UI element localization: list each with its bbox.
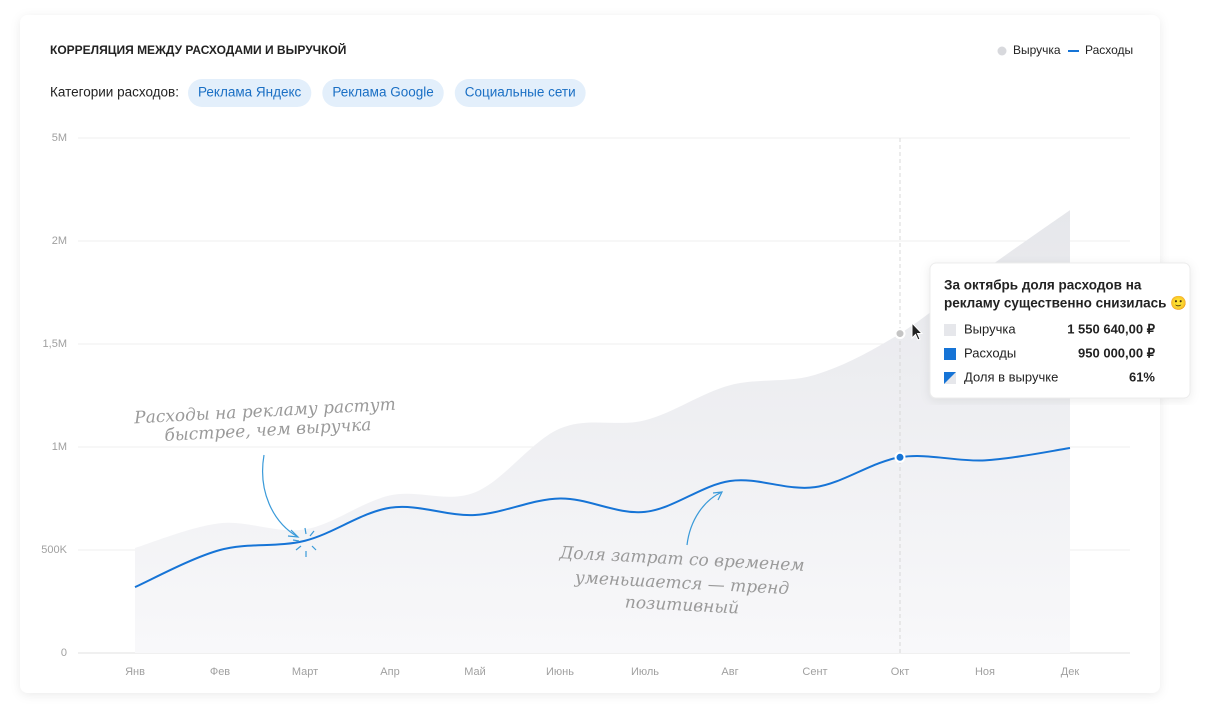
x-tick-label: Фев bbox=[210, 666, 230, 678]
x-tick-label: Март bbox=[292, 666, 318, 678]
y-tick-label: 500K bbox=[41, 544, 67, 556]
chip-bg bbox=[454, 79, 586, 107]
y-tick-label: 2M bbox=[52, 235, 67, 247]
tooltip-label: Выручка bbox=[964, 321, 1016, 336]
tooltip-value: 1 550 640,00 ₽ bbox=[1067, 321, 1156, 336]
tooltip-swatch bbox=[944, 372, 956, 384]
sparkle bbox=[292, 527, 317, 557]
chip-label: Социальные сети bbox=[465, 85, 576, 100]
filter-chip[interactable]: Социальные сети bbox=[454, 79, 586, 107]
tooltip-title: За октябрь доля расходов на bbox=[944, 278, 1142, 293]
tooltip: За октябрь доля расходов на рекламу сущес… bbox=[929, 262, 1191, 399]
annotation-arrow bbox=[686, 491, 723, 546]
tooltip-swatch bbox=[944, 348, 956, 360]
expenses-point bbox=[894, 451, 906, 463]
x-tick-label: Янв bbox=[125, 666, 145, 678]
tooltip-title: рекламу существенно снизилась 🙂 bbox=[944, 296, 1187, 311]
tooltip-value: 950 000,00 ₽ bbox=[1078, 345, 1156, 360]
x-tick-label: Окт bbox=[891, 666, 910, 678]
tooltip-value: 61% bbox=[1129, 369, 1155, 384]
chip-label: Реклама Яндекс bbox=[198, 85, 302, 100]
tooltip-label: Доля в выручке bbox=[964, 369, 1058, 384]
x-tick-label: Июнь bbox=[546, 666, 574, 678]
filter-chip[interactable]: Реклама Google bbox=[322, 79, 444, 107]
x-tick-label: Май bbox=[464, 666, 486, 678]
arrow-head bbox=[712, 491, 724, 501]
chart-title: КОРРЕЛЯЦИЯ МЕЖДУ РАСХОДАМИ И ВЫРУЧКОЙ bbox=[50, 42, 346, 57]
annotation-arrow bbox=[262, 454, 299, 538]
x-tick-label: Ноя bbox=[975, 666, 995, 678]
arrow-head bbox=[287, 529, 300, 538]
filter-chip[interactable]: Реклама Яндекс bbox=[188, 79, 312, 107]
legend-label: Расходы bbox=[1085, 43, 1133, 57]
x-tick-label: Авг bbox=[721, 666, 738, 678]
y-tick-label: 1M bbox=[52, 441, 67, 453]
y-tick-label: 1,5M bbox=[43, 338, 67, 350]
x-tick-label: Дек bbox=[1061, 666, 1080, 678]
expenses-line bbox=[134, 447, 1071, 588]
x-tick-label: Июль bbox=[631, 666, 659, 678]
y-tick-label: 5M bbox=[52, 132, 67, 144]
y-tick-label: 0 bbox=[61, 647, 67, 659]
plot: 0 500K 1M 1,5M 2M 5M Янв Фев Март Апр Май Июнь Июль А… bbox=[41, 132, 1130, 678]
tooltip-swatch bbox=[944, 324, 956, 336]
cursor bbox=[911, 321, 924, 341]
x-tick-label: Апр bbox=[380, 666, 399, 678]
revenue-point bbox=[894, 328, 906, 340]
legend-swatch bbox=[997, 46, 1007, 56]
tooltip-label: Расходы bbox=[964, 345, 1016, 360]
tooltip-bg bbox=[929, 262, 1191, 399]
x-tick-label: Сент bbox=[802, 666, 827, 678]
chip-label: Реклама Google bbox=[332, 85, 433, 100]
revenue-area bbox=[135, 210, 1070, 653]
chip-bg bbox=[322, 79, 444, 107]
chip-bg bbox=[188, 79, 312, 107]
filter-label: Категории расходов: bbox=[50, 85, 179, 100]
legend-label: Выручка bbox=[1013, 43, 1061, 57]
